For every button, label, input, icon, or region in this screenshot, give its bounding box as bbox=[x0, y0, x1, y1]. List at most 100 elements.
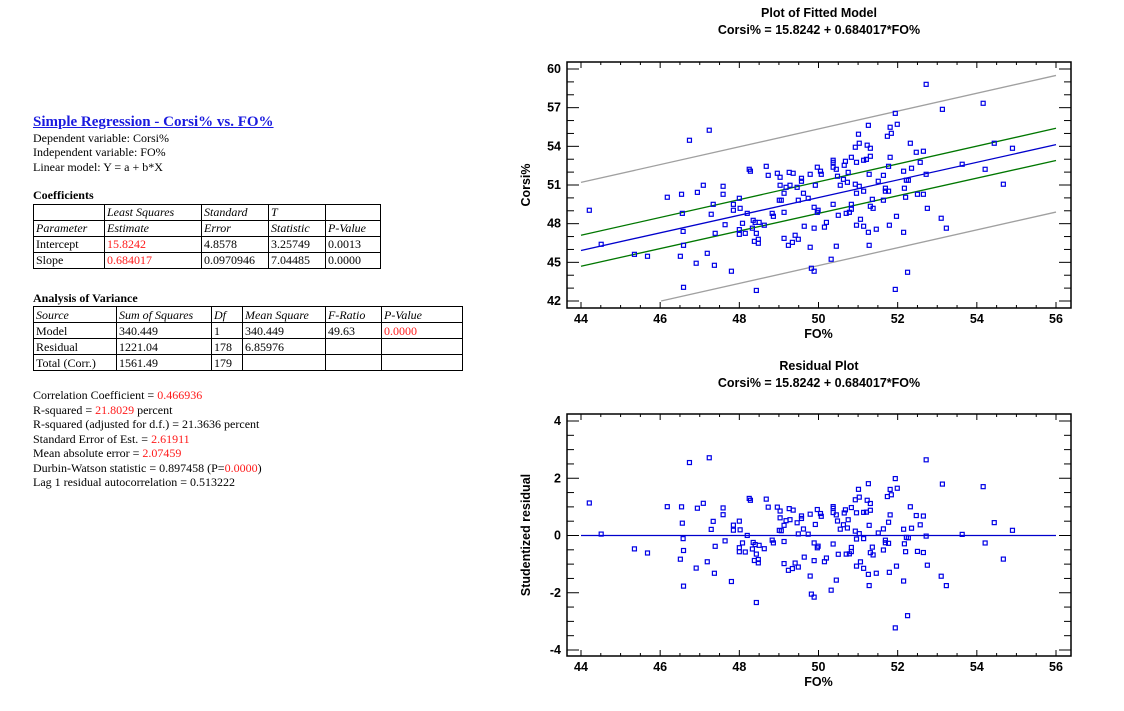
data-point bbox=[845, 169, 851, 175]
data-point bbox=[982, 166, 988, 172]
data-point bbox=[865, 122, 871, 128]
data-point bbox=[770, 540, 776, 546]
lag1-autocorrelation: Lag 1 residual autocorrelation = 0.51322… bbox=[33, 475, 236, 489]
independent-variable: Independent variable: FO% bbox=[33, 145, 166, 159]
suffix: percent bbox=[134, 402, 173, 417]
data-point bbox=[887, 124, 893, 130]
data-point bbox=[664, 194, 670, 200]
data-point bbox=[844, 179, 850, 185]
cell: 0.0000 bbox=[325, 251, 381, 269]
data-point bbox=[901, 541, 907, 547]
data-point bbox=[892, 286, 898, 292]
data-point bbox=[887, 512, 893, 518]
r-squared-adjusted: R-squared (adjusted for d.f.) = 21.3636 … bbox=[33, 417, 260, 431]
data-point bbox=[680, 536, 686, 542]
data-point bbox=[888, 492, 894, 498]
data-point bbox=[711, 262, 717, 268]
data-point bbox=[864, 142, 870, 148]
data-point bbox=[901, 185, 907, 191]
data-point bbox=[870, 552, 876, 558]
data-point bbox=[907, 140, 913, 146]
data-point bbox=[755, 556, 761, 563]
data-point bbox=[917, 159, 923, 165]
data-point bbox=[907, 504, 913, 510]
data-point bbox=[710, 518, 716, 524]
data-point bbox=[808, 265, 814, 271]
data-point bbox=[943, 583, 949, 589]
data-point bbox=[882, 188, 888, 194]
data-point bbox=[1009, 145, 1016, 151]
data-point bbox=[720, 183, 726, 189]
data-point bbox=[790, 507, 796, 513]
data-point bbox=[853, 159, 860, 165]
data-point bbox=[828, 587, 834, 593]
label: R-squared = bbox=[33, 402, 96, 417]
data-point bbox=[893, 563, 900, 569]
data-point bbox=[586, 500, 592, 506]
x-tick-label: 56 bbox=[1049, 312, 1063, 326]
data-point bbox=[706, 455, 712, 461]
data-point bbox=[853, 536, 860, 542]
data-point bbox=[722, 222, 728, 228]
data-point bbox=[792, 560, 798, 566]
data-point bbox=[644, 550, 651, 556]
data-point bbox=[693, 565, 699, 571]
mean-absolute-error: Mean absolute error = 2.07459 bbox=[33, 446, 493, 461]
data-point bbox=[991, 520, 997, 526]
data-point bbox=[853, 190, 860, 196]
data-point bbox=[787, 517, 793, 523]
data-point bbox=[737, 205, 743, 211]
data-point bbox=[869, 544, 875, 550]
data-point bbox=[749, 225, 755, 231]
data-point bbox=[885, 519, 892, 525]
data-point bbox=[905, 535, 911, 541]
data-point bbox=[821, 224, 828, 230]
data-point bbox=[710, 201, 716, 207]
data-point bbox=[680, 583, 687, 589]
data-point bbox=[904, 269, 911, 275]
data-point bbox=[777, 174, 783, 180]
data-point bbox=[885, 188, 892, 194]
chart-title: Plot of Fitted Model bbox=[761, 6, 877, 20]
data-point bbox=[888, 130, 894, 136]
table-row: Model 340.449 1 340.449 49.63 0.0000 bbox=[33, 322, 463, 339]
data-point bbox=[913, 512, 919, 519]
coefficients-heading: Coefficients bbox=[33, 188, 94, 202]
correlation-coefficient: Correlation Coefficient = 0.466936 bbox=[33, 388, 493, 403]
data-point bbox=[848, 154, 854, 160]
data-point bbox=[901, 526, 907, 532]
x-tick-label: 54 bbox=[970, 660, 984, 674]
data-point bbox=[811, 225, 817, 231]
data-point bbox=[742, 230, 748, 236]
data-point bbox=[795, 197, 801, 203]
data-point bbox=[680, 284, 687, 290]
data-point bbox=[811, 204, 817, 210]
data-point bbox=[923, 171, 929, 177]
data-point bbox=[778, 197, 784, 203]
x-tick-label: 46 bbox=[653, 660, 667, 674]
data-point bbox=[901, 168, 907, 174]
data-point bbox=[980, 484, 986, 490]
report-title-link[interactable]: Simple Regression - Corsi% vs. FO% bbox=[33, 114, 274, 130]
header-cell: Statistic bbox=[268, 219, 326, 237]
data-point bbox=[781, 209, 787, 215]
y-tick-label: 2 bbox=[554, 471, 561, 485]
x-tick-label: 46 bbox=[653, 312, 667, 326]
data-point bbox=[801, 223, 807, 229]
data-point bbox=[830, 201, 836, 207]
data-point bbox=[631, 546, 638, 552]
data-point bbox=[812, 182, 818, 188]
data-point bbox=[704, 559, 710, 565]
y-tick-label: 60 bbox=[547, 62, 561, 76]
data-point bbox=[866, 582, 872, 589]
data-point bbox=[785, 242, 792, 248]
cell: Total (Corr.) bbox=[33, 354, 117, 371]
header-cell: F-Ratio bbox=[325, 306, 382, 323]
data-point bbox=[875, 530, 881, 536]
table-row: Residual 1221.04 178 6.85976 bbox=[33, 338, 463, 355]
data-point bbox=[728, 268, 735, 274]
y-tick-label: -2 bbox=[550, 586, 561, 600]
data-point bbox=[844, 525, 850, 531]
data-point bbox=[677, 253, 683, 259]
data-point bbox=[852, 497, 858, 503]
